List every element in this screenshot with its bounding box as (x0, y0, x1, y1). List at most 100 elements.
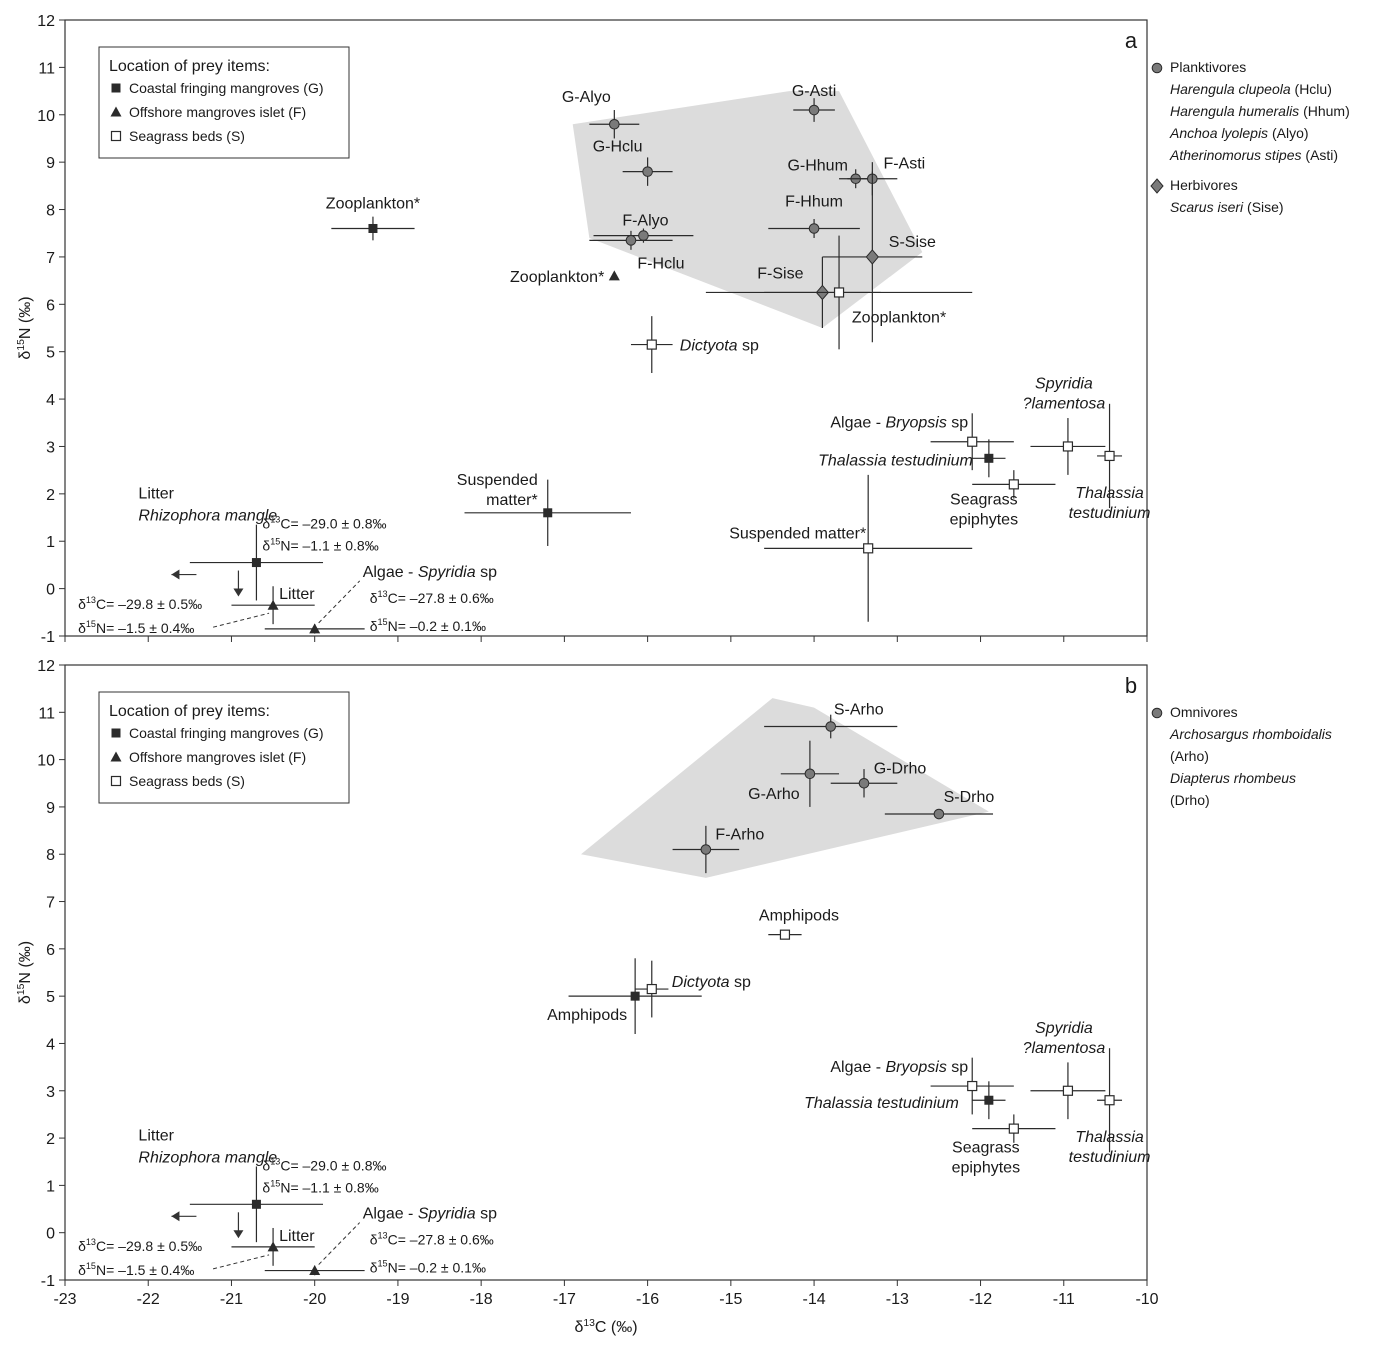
y-tick-label: -1 (41, 1273, 55, 1290)
point-marker (309, 623, 321, 634)
side-legend-species: Scarus iseri (Sise) (1170, 199, 1284, 215)
point-label: epiphytes (950, 511, 1019, 528)
leader-line (212, 612, 270, 628)
y-tick-label: 8 (46, 847, 55, 864)
y-tick-label: 5 (46, 345, 55, 362)
data-point: S-Arho (764, 702, 898, 739)
point-label: G-Hclu (593, 139, 643, 156)
point-marker (984, 1095, 994, 1105)
legend-box (98, 691, 350, 804)
data-point: Algae - Spyridia sp δ13C= –27.8 ± 0.6‰ δ15… (264, 564, 497, 634)
leader-line (318, 580, 361, 624)
data-point: S-Drho (884, 789, 995, 820)
point-marker (646, 983, 657, 995)
point-label: epiphytes (952, 1160, 1021, 1177)
point-label: Algae - Spyridia sp (363, 1206, 497, 1223)
data-point: F-Alyo (593, 213, 694, 243)
data-point: Suspended matter* (729, 474, 973, 622)
point-label: G-Arho (748, 786, 800, 803)
side-legend-marker (1151, 62, 1163, 74)
point-label: F-Hhum (785, 193, 843, 210)
y-tick-label: -1 (41, 629, 55, 646)
side-legend-group: Omnivores (1170, 704, 1238, 720)
x-tick-label: -21 (220, 1291, 243, 1308)
point-marker (808, 104, 820, 116)
legend-box (98, 46, 350, 159)
point-label: Algae - Bryopsis sp (830, 1059, 968, 1076)
point-label: Zooplankton* (326, 195, 420, 212)
point-label: S-Drho (944, 789, 995, 806)
point-label: Amphipods (759, 908, 839, 925)
y-axis-label: δ15N (‰) (16, 941, 34, 1004)
legend-item: Offshore mangroves islet (F) (129, 749, 306, 765)
legend-marker (110, 130, 122, 142)
y-axis-label: δ15N (‰) (16, 296, 34, 359)
data-point: Zooplankton* (510, 269, 620, 286)
data-point: Litter δ13C= –29.8 ± 0.5‰ δ15N= –1.5 ± 0.4… (78, 586, 315, 636)
point-label: Zooplankton* (852, 309, 946, 326)
x-tick-label: -17 (553, 1291, 576, 1308)
data-point: Thalassia testudinium (818, 439, 1006, 478)
point-marker (646, 339, 657, 350)
data-point: Seagrass epiphytes (950, 470, 1056, 528)
leader-line (318, 1222, 361, 1265)
point-label: Algae - Spyridia sp (363, 564, 497, 581)
point-marker (638, 230, 649, 241)
annotation: δ13C= –29.0 ± 0.8‰ (262, 515, 386, 532)
point-marker (779, 929, 791, 940)
side-legend-species: Harengula humeralis (Hhum) (1170, 103, 1350, 119)
y-tick-label: 4 (46, 1036, 55, 1053)
point-marker (1062, 1085, 1074, 1096)
y-tick-label: 5 (46, 989, 55, 1006)
data-point: G-Drho (830, 760, 926, 798)
legend-item: Coastal fringing mangroves (G) (129, 725, 324, 741)
annotation: δ15N= –1.5 ± 0.4‰ (78, 1261, 194, 1278)
point-marker (267, 599, 279, 610)
data-point: G-Hclu (593, 139, 673, 186)
point-label: Algae - Bryopsis sp (830, 415, 968, 432)
point-label: F-Hclu (637, 255, 684, 272)
panel-letter: a (1125, 28, 1138, 53)
annotation: δ13C= –27.8 ± 0.6‰ (370, 1231, 494, 1248)
point-marker (1104, 1095, 1115, 1106)
y-tick-label: 2 (46, 487, 55, 504)
point-marker (543, 508, 553, 518)
data-point: Zooplankton* (705, 235, 973, 350)
x-tick-label: -15 (719, 1291, 742, 1308)
point-label: Amphipods (547, 1007, 627, 1024)
point-marker (863, 543, 874, 554)
point-marker (700, 844, 712, 855)
arrow-head (171, 1211, 180, 1222)
point-marker (1008, 479, 1019, 490)
point-marker (368, 223, 378, 233)
y-tick-label: 12 (37, 13, 55, 30)
data-point: S-Sise (822, 171, 936, 343)
point-marker (267, 1241, 279, 1252)
point-label: Spyridia (1035, 1020, 1093, 1037)
data-point: F-Hclu (589, 230, 685, 272)
data-point: Suspended matter* (457, 472, 631, 546)
arrow-head (233, 1230, 244, 1239)
annotation: δ13C= –29.0 ± 0.8‰ (262, 1156, 386, 1173)
side-legend-species: Diapterus rhombeus (1170, 770, 1296, 786)
point-label: F-Asti (883, 156, 925, 173)
point-label: ?lamentosa (1023, 1040, 1106, 1057)
point-label: matter* (486, 492, 538, 509)
x-tick-label: -13 (886, 1291, 909, 1308)
data-point: Amphipods (547, 958, 702, 1034)
annotation: δ15N= –0.2 ± 0.1‰ (370, 1259, 486, 1276)
y-tick-label: 9 (46, 800, 55, 817)
point-marker (642, 166, 653, 177)
annotation: δ15N= –1.1 ± 0.8‰ (262, 537, 378, 554)
point-label: Litter (279, 1228, 315, 1245)
arrow-head (233, 588, 244, 597)
point-label: Litter (279, 586, 315, 603)
y-tick-label: 1 (46, 534, 55, 551)
point-marker (967, 1080, 978, 1092)
y-tick-label: 10 (37, 753, 55, 770)
side-legend-species: Harengula clupeola (Hclu) (1170, 81, 1332, 97)
legend-item: Offshore mangroves islet (F) (129, 104, 306, 120)
legend-marker (111, 728, 121, 738)
